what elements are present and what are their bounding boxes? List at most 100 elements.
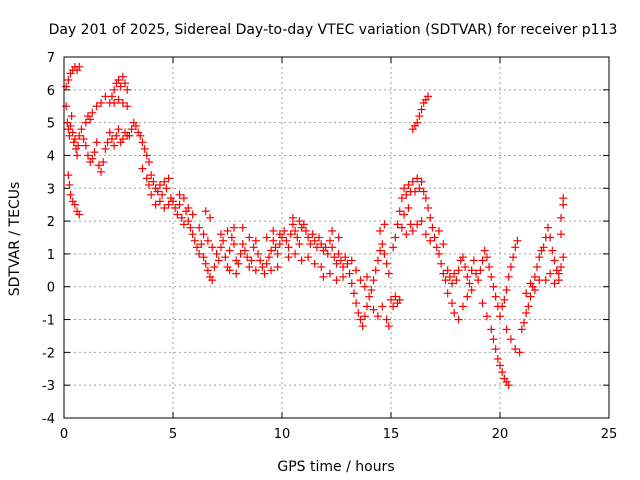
data-point [147, 190, 156, 199]
data-point [251, 266, 260, 275]
data-point [65, 180, 74, 189]
data-point [101, 144, 110, 153]
x-tick-label: 25 [601, 427, 618, 442]
data-point [378, 240, 387, 249]
data-point [402, 230, 411, 239]
data-point [491, 292, 500, 301]
data-point [445, 272, 454, 281]
data-point [524, 302, 533, 311]
x-tick-label: 20 [492, 427, 509, 442]
data-point [391, 233, 400, 242]
data-point [391, 292, 400, 301]
data-point [487, 325, 496, 334]
data-point [448, 279, 457, 288]
data-point [90, 148, 99, 157]
data-point [203, 236, 212, 245]
data-point [199, 230, 208, 239]
data-point [275, 240, 284, 249]
data-point [325, 236, 334, 245]
data-point [142, 174, 151, 183]
data-point [177, 213, 186, 222]
data-point [140, 144, 149, 153]
data-point [419, 187, 428, 196]
data-point [439, 269, 448, 278]
data-point [284, 243, 293, 252]
data-point [230, 223, 239, 232]
data-point [219, 236, 228, 245]
data-point [262, 233, 271, 242]
data-point [73, 151, 82, 160]
data-point [77, 125, 86, 134]
data-point [557, 230, 566, 239]
data-point [550, 279, 559, 288]
data-point [88, 154, 97, 163]
data-point [299, 220, 308, 229]
y-tick-label: -3 [42, 379, 55, 394]
data-point [360, 282, 369, 291]
data-point [441, 276, 450, 285]
data-point [110, 98, 119, 107]
data-point [188, 210, 197, 219]
data-point [382, 315, 391, 324]
data-point [88, 108, 97, 117]
data-point [114, 125, 123, 134]
data-point [426, 213, 435, 222]
data-point [315, 233, 324, 242]
data-point [339, 272, 348, 281]
data-point [345, 269, 354, 278]
data-point [498, 368, 507, 377]
y-tick-label: 2 [47, 215, 55, 230]
data-point [301, 226, 310, 235]
data-point [64, 75, 73, 84]
data-point [295, 217, 304, 226]
data-point [260, 269, 269, 278]
data-point [413, 174, 422, 183]
data-point [94, 161, 103, 170]
data-point [273, 249, 282, 258]
data-point [254, 249, 263, 258]
data-point [293, 233, 302, 242]
data-point [125, 131, 134, 140]
data-point [282, 236, 291, 245]
data-series [62, 62, 568, 390]
data-point [448, 299, 457, 308]
plot-frame [63, 56, 610, 419]
data-point [238, 223, 247, 232]
data-point [63, 118, 72, 127]
data-point [522, 289, 531, 298]
data-point [136, 131, 145, 140]
y-tick-label: 6 [47, 84, 55, 99]
data-point [173, 210, 182, 219]
data-point [225, 266, 234, 275]
data-point [354, 308, 363, 317]
data-point [197, 240, 206, 249]
data-point [267, 266, 276, 275]
data-point [550, 256, 559, 265]
x-tick-label: 5 [169, 427, 177, 442]
data-point [421, 194, 430, 203]
data-point [269, 226, 278, 235]
data-point [404, 203, 413, 212]
data-point [496, 312, 504, 321]
data-point [413, 118, 422, 127]
data-point [232, 269, 241, 278]
x-axis-title: GPS time / hours [277, 459, 394, 475]
data-point [480, 246, 489, 255]
data-point [155, 197, 164, 206]
data-point [347, 279, 356, 288]
data-point [118, 72, 127, 81]
data-point [548, 246, 557, 255]
data-point [212, 249, 221, 258]
data-point [284, 253, 293, 262]
data-point [175, 200, 184, 209]
data-point [186, 223, 195, 232]
data-point [408, 177, 417, 186]
data-point [443, 266, 452, 275]
data-point [328, 226, 337, 235]
data-point [317, 263, 326, 272]
data-point [164, 174, 173, 183]
data-point [504, 381, 513, 390]
data-point [389, 302, 398, 311]
data-point [349, 289, 358, 298]
data-point [434, 249, 443, 258]
